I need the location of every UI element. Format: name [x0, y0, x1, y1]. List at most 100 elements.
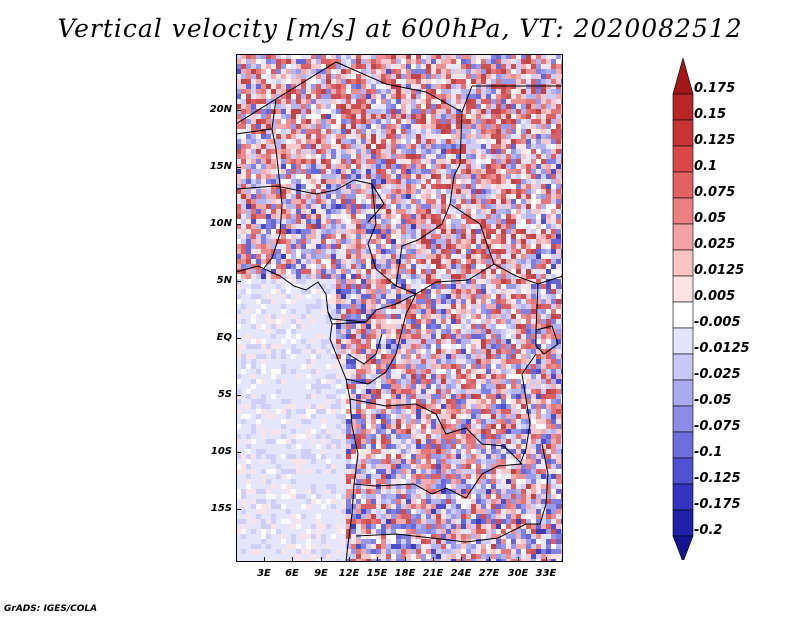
lon-tick [321, 557, 322, 562]
border-angola-namibia [353, 483, 467, 499]
colorbar-label: 0.1 [694, 159, 718, 174]
lake-tanganyika [519, 373, 531, 465]
border-cameroon-congo [331, 293, 417, 325]
border-nigeria-niger [236, 179, 385, 223]
lon-tick [461, 557, 462, 562]
lon-tick [518, 557, 519, 562]
map-title: Vertical velocity [m/s] at 600hPa, VT: 2… [57, 14, 743, 43]
colorbar-swatch [672, 171, 694, 199]
colorbar-label: -0.1 [694, 445, 723, 460]
border-west [236, 128, 273, 135]
lon-label-24e: 24E [450, 568, 472, 579]
lat-tick [236, 110, 241, 111]
colorbar-label: 0.175 [694, 81, 736, 96]
map-frame [236, 54, 563, 562]
lon-label-15e: 15E [366, 568, 388, 579]
colorbar-swatch [672, 431, 694, 459]
lat-label-5n: 5N [216, 275, 232, 286]
velocity-field [236, 54, 563, 562]
border-uganda [535, 283, 539, 331]
border-rwanda [521, 353, 537, 375]
lat-label-20n: 20N [209, 104, 232, 115]
colorbar-label: -0.175 [694, 497, 741, 512]
colorbar-swatch [672, 327, 694, 355]
lon-tick [349, 557, 350, 562]
colorbar-swatch [672, 535, 694, 560]
lon-tick [264, 557, 265, 562]
colorbar-label: 0.0125 [694, 263, 745, 278]
lake-victoria [535, 325, 559, 355]
border-gabon-eq-guinea [327, 311, 367, 323]
colorbar-swatch [672, 58, 694, 95]
lon-label-27e: 27E [478, 568, 500, 579]
colorbar-swatch [672, 509, 694, 537]
border-nigeria-west [263, 148, 283, 269]
colorbar-label: -0.2 [694, 523, 723, 538]
border-drc-angola [349, 398, 523, 465]
colorbar-label: 0.125 [694, 133, 736, 148]
lon-label-18e: 18E [394, 568, 416, 579]
border-sudan-south [449, 203, 563, 285]
lon-label-12e: 12E [338, 568, 360, 579]
lat-label-eq: EQ [216, 332, 232, 343]
colorbar-label: 0.05 [694, 211, 727, 226]
border-gabon [347, 333, 383, 365]
border-libya [461, 85, 473, 113]
lon-label-6e: 6E [285, 568, 299, 579]
border-zambia [465, 463, 523, 499]
lat-tick [236, 224, 241, 225]
colorbar-label: -0.125 [694, 471, 741, 486]
border-car-drc [395, 263, 495, 295]
colorbar-swatch [672, 275, 694, 303]
lat-label-5s: 5S [217, 389, 232, 400]
border-chad-car [395, 203, 451, 287]
lat-tick [236, 167, 241, 168]
lon-label-21e: 21E [422, 568, 444, 579]
colorbar-label: -0.005 [694, 315, 741, 330]
lake-malawi [539, 443, 549, 525]
lon-tick [546, 557, 547, 562]
colorbar-label: 0.025 [694, 237, 736, 252]
colorbar-swatch [672, 379, 694, 407]
colorbar-swatch [672, 301, 694, 329]
border-north [275, 61, 463, 205]
lon-tick [292, 557, 293, 562]
lon-tick [377, 557, 378, 562]
lon-label-33e: 33E [535, 568, 557, 579]
colorbar-swatch [672, 483, 694, 511]
colorbar-swatch [672, 223, 694, 251]
lat-tick [236, 395, 241, 396]
lat-tick [236, 452, 241, 453]
colorbar-swatch [672, 197, 694, 225]
map-panel [236, 54, 563, 562]
colorbar-label: 0.005 [694, 289, 736, 304]
colorbar-label: -0.05 [694, 393, 732, 408]
lat-label-15s: 15S [210, 503, 232, 514]
lon-label-9e: 9E [314, 568, 328, 579]
lon-label-3e: 3E [257, 568, 271, 579]
colorbar-label: -0.075 [694, 419, 741, 434]
map-boundaries [236, 61, 563, 562]
lon-tick [489, 557, 490, 562]
lat-tick [236, 338, 241, 339]
border-algeria-niger [236, 98, 277, 150]
colorbar-label: 0.15 [694, 107, 727, 122]
colorbar-label: -0.025 [694, 367, 741, 382]
vertical-velocity-map [236, 54, 563, 562]
colorbar [672, 58, 694, 560]
grads-credit: GrADS: IGES/COLA [4, 604, 98, 614]
border-chad-cameroon [367, 183, 397, 287]
colorbar-swatch [672, 119, 694, 147]
colorbar-swatch [672, 249, 694, 277]
colorbar-swatch [672, 93, 694, 121]
lon-tick [433, 557, 434, 562]
lon-tick [405, 557, 406, 562]
colorbar-swatch [672, 457, 694, 485]
colorbar-label: 0.075 [694, 185, 736, 200]
lat-label-15n: 15N [209, 161, 232, 172]
border-south [355, 523, 540, 543]
border-congo-drc [345, 293, 417, 385]
colorbar-swatch [672, 405, 694, 433]
colorbar-swatch [672, 145, 694, 173]
colorbar-label: -0.0125 [694, 341, 750, 356]
